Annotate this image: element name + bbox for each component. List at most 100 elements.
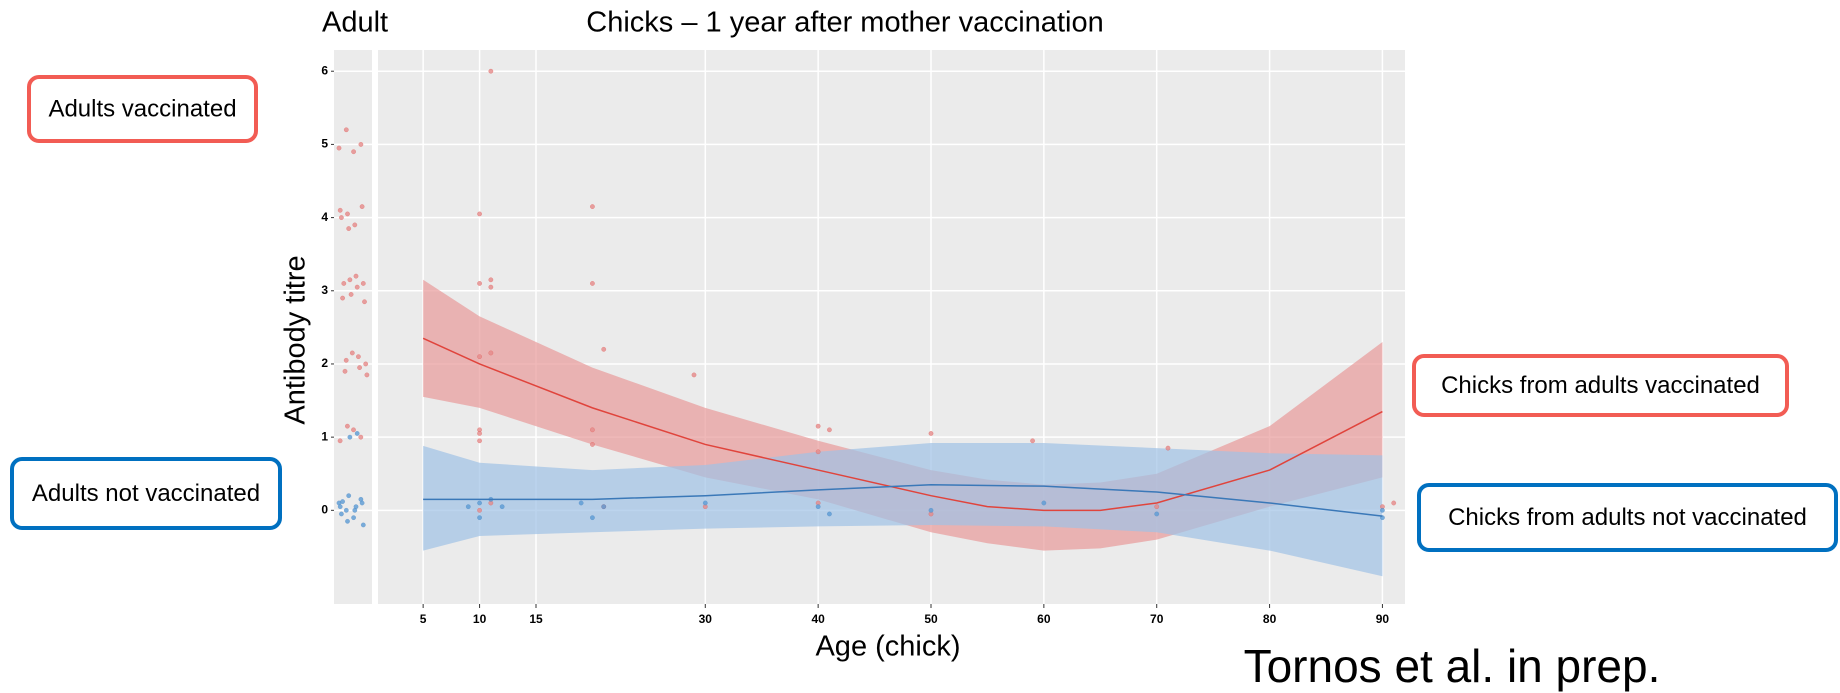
adult-point <box>340 295 346 301</box>
x-tick-label: 5 <box>420 612 427 626</box>
data-point <box>928 507 934 513</box>
adult-point <box>351 515 357 521</box>
data-point <box>815 504 821 510</box>
adult-point <box>351 149 357 155</box>
adult-point <box>346 226 352 232</box>
trend-line <box>422 337 1383 512</box>
y-tick-label: 2 <box>321 356 328 370</box>
legend-label: Adults vaccinated <box>48 95 236 122</box>
data-point <box>477 211 483 217</box>
legend-box <box>1417 483 1838 552</box>
legend-box <box>1412 354 1789 417</box>
data-point <box>499 504 505 510</box>
adult-point <box>359 204 365 210</box>
adult-point <box>355 354 361 360</box>
data-point <box>815 449 821 455</box>
adult-point <box>353 273 359 279</box>
data-point <box>815 423 821 429</box>
adult-point <box>351 427 356 433</box>
data-point <box>477 438 483 444</box>
data-point <box>488 284 494 290</box>
data-point <box>1165 445 1171 451</box>
adult-point <box>340 499 346 504</box>
adult-panel <box>334 50 372 604</box>
adult-point <box>358 141 364 147</box>
adult-point <box>337 504 343 510</box>
adult-point <box>360 522 366 528</box>
data-point <box>1041 500 1047 506</box>
x-tick-label: 80 <box>1263 612 1277 626</box>
adult-point <box>343 357 349 363</box>
adult-point <box>364 372 370 378</box>
adult-point <box>354 431 360 436</box>
citation: Tornos et al. in prep. <box>1244 640 1661 692</box>
data-point <box>477 354 483 360</box>
y-tick-label: 3 <box>321 283 328 297</box>
adult-point <box>348 291 354 297</box>
x-tick-label: 60 <box>1037 612 1051 626</box>
data-point <box>1391 500 1397 506</box>
adult-point <box>347 434 353 440</box>
legend-label: Adults not vaccinated <box>32 480 260 507</box>
data-point <box>477 500 483 506</box>
adult-point <box>354 284 360 290</box>
data-point <box>1379 507 1385 513</box>
x-tick-label: 70 <box>1150 612 1164 626</box>
trend-line <box>423 483 1383 517</box>
legend-box <box>10 457 282 530</box>
data-point <box>465 504 471 510</box>
adult-point <box>352 222 358 228</box>
x-tick-label: 90 <box>1376 612 1390 626</box>
legend-label: Chicks from adults vaccinated <box>1441 372 1760 399</box>
y-tick-label: 4 <box>321 210 328 224</box>
data-point <box>589 442 595 447</box>
adult-point <box>359 500 365 506</box>
x-tick-label: 30 <box>699 612 713 626</box>
data-point <box>691 372 697 378</box>
data-point <box>477 507 483 513</box>
adult-point <box>342 368 348 374</box>
data-point <box>488 277 494 283</box>
data-point <box>477 431 483 436</box>
adult-point <box>345 211 350 217</box>
confidence-band <box>423 442 1383 577</box>
data-point <box>477 281 483 286</box>
data-point <box>488 68 494 74</box>
legend-label: Chicks from adults not vaccinated <box>1448 504 1807 531</box>
data-point <box>589 281 595 286</box>
adult-point <box>344 423 350 429</box>
adult-point <box>341 281 347 286</box>
adult-point <box>360 281 366 286</box>
data-point <box>826 511 832 517</box>
data-point <box>488 350 494 356</box>
data-point <box>589 515 595 521</box>
chart-title: Chicks – 1 year after mother vaccination <box>586 7 1103 39</box>
adult-point <box>349 350 355 356</box>
adult-point <box>357 365 363 371</box>
adult-point <box>343 127 349 133</box>
y-axis-label: Antibody titre <box>280 255 312 424</box>
adult-point <box>338 511 344 517</box>
adult-point <box>353 504 359 510</box>
adult-point <box>337 438 343 444</box>
y-tick-label: 1 <box>321 429 328 443</box>
panel-title: Adult <box>322 7 388 39</box>
x-tick-label: 15 <box>529 612 543 626</box>
adult-point <box>346 493 352 499</box>
x-tick-label: 40 <box>811 612 825 626</box>
data-point <box>1030 438 1036 444</box>
data-point <box>578 500 584 506</box>
adult-point <box>363 361 369 367</box>
adult-point <box>347 277 353 283</box>
x-axis-label: Age (chick) <box>815 631 960 663</box>
data-point <box>589 427 595 433</box>
adult-point <box>362 299 367 305</box>
data-point <box>589 204 595 210</box>
data-point <box>928 431 934 436</box>
adult-point <box>337 207 343 213</box>
data-point <box>601 504 607 510</box>
data-point <box>1154 504 1160 510</box>
adult-point <box>343 507 349 513</box>
legend-box <box>27 75 258 143</box>
